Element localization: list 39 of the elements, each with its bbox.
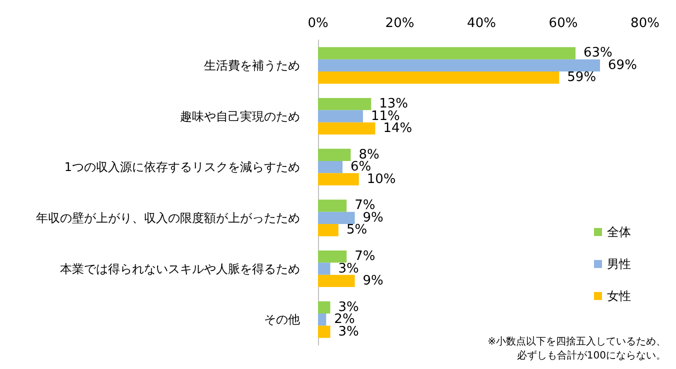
data-label: 9% <box>362 210 384 226</box>
x-tick-label: 20% <box>385 16 414 31</box>
bar <box>318 160 343 174</box>
y-tick-label: 年収の壁が上がり、収入の限度額が上がったため <box>36 210 300 225</box>
bar <box>318 148 351 161</box>
data-label: 59% <box>567 70 596 86</box>
bar <box>318 274 355 288</box>
bar <box>318 110 363 122</box>
text: 必ずしも合計が100にならない。 <box>516 350 666 362</box>
legend-label: 女性 <box>607 289 631 303</box>
bar <box>318 326 330 338</box>
x-tick-label: 80% <box>630 16 660 31</box>
y-tick-label: 趣味や自己実現のため <box>180 109 300 124</box>
legend-label: 男性 <box>607 257 631 271</box>
y-tick-label: 本業では得られないスキルや人脈を得るため <box>60 262 300 276</box>
bar <box>318 200 347 212</box>
y-tick-label: 1つの収入源に依存するリスクを減らすため <box>64 160 300 174</box>
legend-label: 全体 <box>607 225 631 239</box>
bar <box>318 262 330 275</box>
bar <box>318 224 338 236</box>
bar <box>318 301 330 314</box>
data-label: 3% <box>338 324 359 340</box>
annotation: ※小数点以下を四捨五入しているため、 <box>488 336 666 348</box>
bar <box>318 98 372 110</box>
data-label: 9% <box>362 273 384 288</box>
bar <box>318 173 359 186</box>
x-tick-label: 60% <box>548 16 578 31</box>
bar <box>318 122 376 135</box>
bar <box>318 313 326 326</box>
y-tick-label: その他 <box>264 312 300 327</box>
y-tick-label: 生活費を補うため <box>204 58 300 72</box>
bar <box>318 212 355 224</box>
x-tick-label: 0% <box>308 16 328 31</box>
data-label: 5% <box>346 222 368 238</box>
bar <box>318 72 560 84</box>
bar <box>318 59 600 72</box>
bar <box>318 250 347 263</box>
bar <box>318 47 576 60</box>
x-tick-label: 40% <box>467 16 496 31</box>
